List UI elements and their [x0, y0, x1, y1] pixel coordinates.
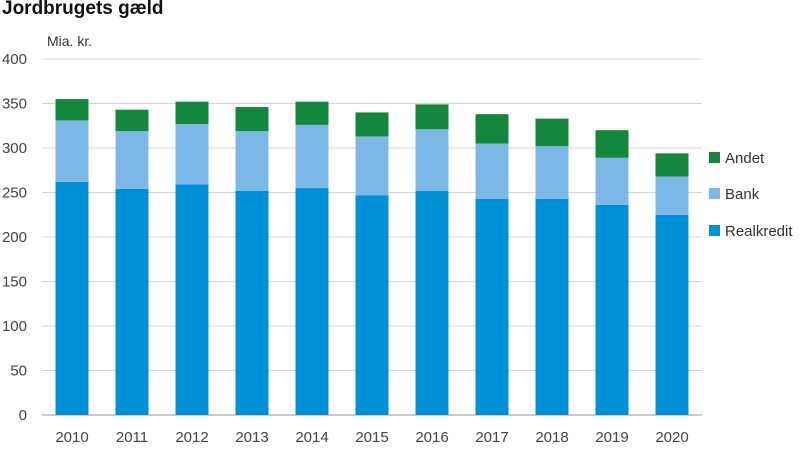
legend-swatch-bank: [709, 188, 720, 199]
y-tick-label: 150: [2, 274, 27, 291]
x-tick-label: 2014: [295, 429, 328, 446]
x-tick-label: 2012: [175, 429, 208, 446]
y-tick-label: 100: [2, 318, 27, 335]
bar-andet-2012: [175, 101, 209, 124]
bar-realkredit-2015: [355, 195, 389, 415]
bars: [55, 99, 689, 415]
bar-bank-2013: [235, 131, 269, 191]
bar-andet-2013: [235, 107, 269, 132]
bar-bank-2018: [535, 146, 569, 199]
legend-swatch-realkredit: [709, 225, 720, 236]
y-axis-unit-label: Mia. kr.: [47, 33, 93, 49]
chart-title: Jordbrugets gæld: [2, 0, 164, 19]
y-tick-label: 350: [2, 96, 27, 113]
bar-realkredit-2018: [535, 198, 569, 415]
bar-andet-2017: [475, 114, 509, 144]
bar-realkredit-2011: [115, 188, 149, 415]
bar-bank-2010: [55, 120, 89, 182]
y-tick-label: 400: [2, 51, 27, 68]
bar-realkredit-2010: [55, 181, 89, 415]
bar-realkredit-2012: [175, 184, 209, 415]
x-tick-label: 2019: [595, 429, 628, 446]
bar-andet-2014: [295, 101, 329, 125]
bar-bank-2011: [115, 131, 149, 189]
x-tick-label: 2011: [116, 429, 148, 446]
bar-andet-2011: [115, 109, 149, 132]
x-tick-label: 2013: [235, 429, 268, 446]
bar-andet-2015: [355, 112, 389, 137]
bar-bank-2014: [295, 124, 329, 189]
x-tick-label: 2020: [655, 429, 688, 446]
legend-swatch-andet: [709, 152, 720, 163]
bar-bank-2017: [475, 143, 509, 199]
bar-andet-2010: [55, 99, 89, 121]
x-tick-label: 2016: [415, 429, 448, 446]
legend-label-andet: Andet: [725, 150, 765, 167]
y-tick-label: 50: [10, 363, 27, 380]
bar-realkredit-2020: [655, 214, 689, 415]
x-axis-ticks: 2010 2011 2012 2013 2014 2015 2016 2017 2018 2019…: [55, 429, 688, 446]
x-tick-label: 2010: [55, 429, 88, 446]
bar-realkredit-2017: [475, 198, 509, 415]
legend-label-realkredit: Realkredit: [725, 223, 793, 240]
bar-bank-2015: [355, 136, 389, 196]
y-tick-label: 300: [2, 140, 27, 157]
bar-realkredit-2016: [415, 190, 449, 415]
y-tick-label: 200: [2, 229, 27, 246]
y-axis-ticks: 0 50 100 150 200 250 300 350 400: [2, 51, 27, 424]
bar-bank-2012: [175, 123, 209, 185]
x-tick-label: 2018: [535, 429, 568, 446]
legend: Andet Bank Realkredit: [709, 150, 793, 240]
legend-label-bank: Bank: [725, 186, 760, 203]
bar-andet-2018: [535, 118, 569, 147]
bar-andet-2020: [655, 153, 689, 177]
bar-bank-2016: [415, 129, 449, 191]
bar-realkredit-2013: [235, 190, 269, 415]
bar-andet-2019: [595, 130, 629, 158]
bar-realkredit-2014: [295, 188, 329, 415]
x-tick-label: 2017: [475, 429, 508, 446]
bar-andet-2016: [415, 104, 449, 130]
bar-bank-2019: [595, 157, 629, 205]
x-tick-label: 2015: [355, 429, 388, 446]
bar-realkredit-2019: [595, 204, 629, 415]
y-tick-label: 0: [19, 407, 27, 424]
bar-bank-2020: [655, 176, 689, 215]
y-tick-label: 250: [2, 185, 27, 202]
